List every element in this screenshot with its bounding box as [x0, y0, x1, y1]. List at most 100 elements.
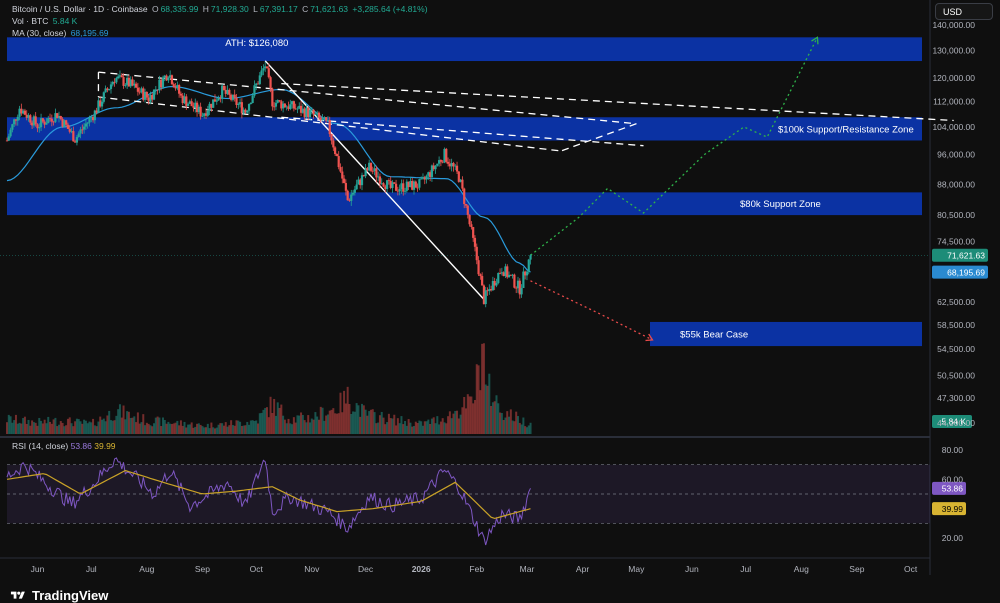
- volume-bar: [447, 416, 450, 434]
- candle-body: [305, 107, 308, 118]
- volume-bar: [382, 417, 385, 434]
- volume-bar: [176, 420, 179, 434]
- volume-bar: [65, 425, 68, 434]
- candle-body: [197, 106, 200, 113]
- candle-body: [143, 91, 147, 100]
- candle-body: [522, 271, 525, 289]
- volume-bar: [163, 419, 166, 434]
- candle-body: [335, 154, 339, 157]
- volume-bar: [438, 424, 441, 434]
- candle-body: [294, 108, 297, 110]
- currency-button[interactable]: USD: [935, 3, 993, 20]
- volume-bar: [414, 421, 417, 434]
- volume-bar: [466, 394, 469, 434]
- candle-body: [82, 126, 86, 130]
- time-tick-label: Feb: [469, 564, 484, 574]
- volume-bar: [508, 416, 511, 434]
- time-tick-label: Mar: [520, 564, 535, 574]
- candle-body: [396, 190, 399, 192]
- volume-bar: [248, 424, 251, 434]
- volume-bar: [29, 425, 32, 434]
- candle-body: [344, 183, 347, 191]
- volume-bar: [246, 421, 249, 434]
- volume-bar: [233, 425, 236, 434]
- volume-bar: [56, 426, 59, 434]
- volume-bar: [475, 364, 478, 434]
- volume-bar: [439, 421, 442, 434]
- volume-bar: [520, 424, 523, 434]
- candle-body: [179, 93, 183, 96]
- candle-body: [303, 108, 306, 118]
- volume-bar: [84, 420, 87, 434]
- volume-bar: [529, 422, 532, 434]
- price-tick-label: 58,500.00: [937, 320, 975, 330]
- volume-bar: [432, 417, 435, 434]
- candle-body: [482, 285, 486, 305]
- volume-bar: [479, 390, 482, 434]
- volume-bar: [280, 404, 283, 434]
- volume-bar: [92, 418, 95, 434]
- volume-bar: [151, 426, 154, 434]
- candle-body: [402, 183, 405, 192]
- volume-bar: [95, 426, 98, 434]
- candle-body: [267, 68, 270, 78]
- candle-body: [140, 88, 143, 93]
- candle-body: [498, 273, 502, 274]
- volume-bar: [36, 425, 39, 434]
- volume-bar: [375, 423, 378, 434]
- volume-bar: [43, 419, 46, 434]
- time-tick-label: Dec: [358, 564, 374, 574]
- volume-bar: [361, 403, 364, 434]
- candle-body: [38, 127, 41, 129]
- candle-body: [418, 179, 421, 188]
- trendline: [281, 82, 954, 122]
- candle-body: [56, 113, 59, 119]
- candle-body: [186, 103, 190, 106]
- candle-body: [420, 178, 423, 180]
- open-value: 68,335.99: [160, 4, 199, 14]
- candle-body: [165, 75, 168, 81]
- candle-body: [29, 115, 32, 123]
- volume-bar: [366, 415, 369, 434]
- volume-bar: [185, 427, 188, 434]
- candle-body: [70, 131, 73, 132]
- candle-body: [93, 110, 96, 121]
- volume-bar: [291, 424, 294, 434]
- candle-body: [145, 91, 148, 98]
- candle-body: [262, 68, 265, 71]
- volume-bar: [377, 422, 380, 434]
- volume-bar: [16, 423, 19, 434]
- candle-body: [282, 103, 285, 109]
- rsi-pane[interactable]: 53.86 39.99: [6, 457, 966, 546]
- volume-bar: [404, 420, 407, 434]
- volume-bar: [147, 423, 150, 434]
- price-tick-label: 130,000.00: [932, 45, 975, 55]
- volume-bar: [251, 420, 254, 434]
- volume-bar: [127, 411, 130, 434]
- volume-bar: [389, 418, 392, 434]
- candle-body: [269, 77, 272, 89]
- candle-body: [79, 129, 82, 134]
- volume-bar: [448, 411, 451, 434]
- volume-bar: [7, 414, 10, 434]
- volume-bar: [240, 426, 243, 434]
- volume-bar: [294, 422, 297, 434]
- volume-bar: [500, 412, 503, 434]
- candle-body: [91, 117, 95, 121]
- candle-body: [448, 163, 451, 167]
- candle-body: [368, 162, 371, 171]
- candle-body: [497, 273, 500, 283]
- candle-body: [228, 89, 231, 95]
- candle-body: [217, 98, 220, 101]
- volume-bar: [421, 425, 424, 434]
- candle-body: [231, 94, 235, 100]
- candle-body: [299, 105, 303, 113]
- volume-bar: [54, 417, 57, 434]
- price-tick-label: 54,500.00: [937, 344, 975, 354]
- price-tick-label: 74,500.00: [937, 237, 975, 247]
- volume-bar: [495, 395, 498, 434]
- candle-body: [511, 274, 514, 276]
- candle-body: [506, 266, 509, 278]
